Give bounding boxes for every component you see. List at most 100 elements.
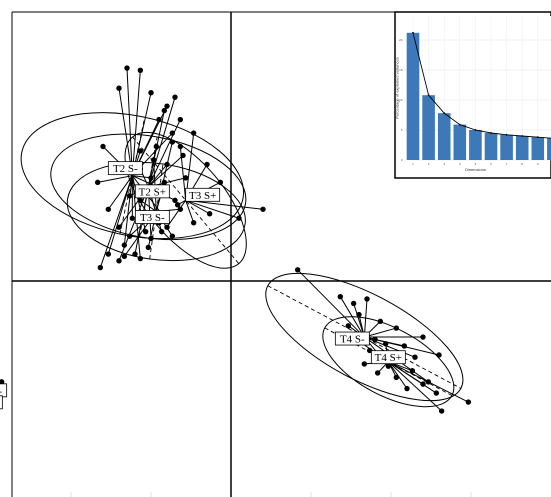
data-point — [374, 370, 381, 376]
inset-x-tick-label: 6 — [490, 162, 492, 166]
bottom-axis-ticks — [70, 492, 472, 497]
inset-x-tick-label: 2 — [428, 162, 430, 166]
data-point — [158, 228, 165, 235]
data-point — [337, 293, 344, 300]
data-point — [412, 354, 418, 360]
data-point — [294, 267, 301, 273]
confidence-ellipse — [20, 112, 245, 240]
data-point — [0, 379, 5, 385]
point-spoke — [388, 361, 437, 394]
inset-x-tick-label: 4 — [459, 162, 461, 166]
scree-point — [412, 31, 414, 34]
data-point — [206, 211, 213, 217]
data-point — [105, 251, 112, 257]
inset-x-tick-label: 3 — [443, 162, 445, 166]
ellipse-major-axis — [149, 163, 164, 260]
inset-y-tick-label: 15 — [399, 68, 403, 72]
group-label-box — [370, 350, 406, 365]
group-label-box — [185, 187, 221, 202]
point-spoke — [97, 175, 133, 183]
group-label-text: T2 S+ — [139, 186, 166, 198]
data-point — [420, 381, 426, 387]
point-spoke — [131, 70, 141, 176]
data-point — [100, 143, 106, 150]
group-label: T1 S+ — [0, 395, 3, 410]
point-spoke — [126, 68, 133, 176]
data-point — [436, 352, 442, 358]
data-point — [350, 300, 357, 307]
data-point — [177, 143, 184, 150]
scree-point — [474, 129, 477, 131]
data-point — [124, 65, 130, 71]
data-point — [172, 94, 178, 100]
group-label-text: T3 S- — [140, 212, 165, 224]
confidence-ellipse — [66, 161, 246, 262]
group-label: T4 S- — [334, 331, 370, 346]
scree-point — [505, 133, 508, 136]
point-spoke — [118, 88, 133, 176]
data-point — [97, 264, 104, 271]
group-label: T2 S- — [107, 161, 143, 176]
point-spoke — [185, 200, 195, 223]
inset-y-tick-label: 10 — [399, 98, 403, 102]
scree-bar — [453, 124, 467, 160]
inset-x-tick-label: 7 — [506, 162, 508, 166]
data-point — [116, 85, 122, 91]
inset-x-tick-label: 1 — [412, 162, 414, 166]
scatter-layer — [0, 65, 472, 414]
data-point — [356, 311, 362, 318]
scree-bar — [547, 138, 551, 160]
data-point — [137, 197, 144, 203]
scree-bar — [484, 133, 498, 160]
data-point — [190, 220, 197, 226]
point-spoke — [99, 175, 133, 268]
data-point — [164, 103, 170, 109]
scree-bar — [437, 113, 451, 160]
group-label-text: T1 S- — [0, 385, 2, 397]
point-spoke — [118, 186, 149, 262]
data-point — [116, 224, 122, 230]
data-point — [121, 253, 128, 260]
scree-bar — [531, 137, 545, 160]
data-point — [404, 385, 410, 392]
group-label: T3 S- — [134, 210, 170, 224]
data-point — [142, 228, 149, 235]
ellipse-major-axis — [267, 285, 462, 389]
inset-y-axis-title: Percentage of explained variances — [395, 57, 400, 118]
point-spoke — [185, 199, 240, 219]
data-point — [393, 374, 400, 381]
inset-y-tick-label: 20 — [399, 38, 403, 42]
data-point — [148, 90, 154, 96]
data-point — [126, 233, 133, 239]
group-label-box — [134, 210, 170, 224]
scree-point — [427, 94, 430, 97]
data-point — [401, 343, 408, 349]
data-point — [153, 143, 160, 150]
point-spoke — [387, 361, 443, 412]
point-spoke — [388, 361, 469, 403]
point-spoke — [147, 146, 157, 187]
point-spoke — [140, 199, 157, 212]
scree-inset: 0 5 10 15 20 1 2 3 4 5 6 7 8 9 Dimensions Percentage of… — [394, 11, 551, 179]
point-spoke — [147, 119, 181, 188]
data-point — [382, 341, 389, 347]
data-point — [169, 139, 176, 145]
data-point — [433, 390, 440, 396]
data-point — [137, 148, 144, 154]
data-point — [145, 244, 152, 251]
data-point — [105, 206, 112, 212]
data-point — [116, 258, 122, 264]
group-label: T4 S+ — [370, 350, 406, 365]
data-point — [156, 116, 162, 123]
inset-x-axis-title: Dimensions — [465, 167, 486, 172]
scree-point — [458, 123, 461, 126]
data-point — [161, 179, 168, 186]
group-label-box — [107, 161, 143, 176]
data-point — [94, 179, 101, 186]
point-spoke — [107, 175, 133, 210]
scree-line — [412, 32, 551, 139]
data-point — [150, 157, 157, 163]
data-point — [204, 161, 210, 168]
data-point — [126, 193, 133, 199]
group-label-box — [0, 395, 3, 410]
